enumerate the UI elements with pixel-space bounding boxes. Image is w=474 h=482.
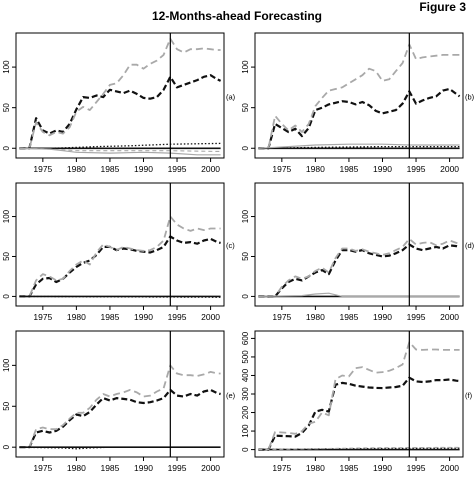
y-tick-label: 50 (241, 251, 250, 260)
y-tick-label: 400 (241, 368, 250, 382)
panel-label: (a) (226, 92, 236, 101)
y-tick-label: 50 (2, 251, 11, 260)
y-tick-label: 50 (2, 103, 11, 112)
y-tick-label: 600 (241, 331, 250, 345)
x-tick-label: 1995 (168, 312, 187, 322)
x-tick-label: 1995 (407, 164, 426, 174)
plot-frame (15, 182, 225, 307)
y-tick-label: 100 (2, 358, 11, 372)
x-tick-label: 1975 (272, 164, 291, 174)
panel-a: 1975 1980 1985 1990 1995 2000 0 50 100 (a) (2, 32, 236, 174)
x-tick-label: 1980 (306, 312, 325, 322)
x-tick-label: 2000 (440, 164, 459, 174)
x-tick-label: 1995 (407, 463, 426, 473)
x-tick-label: 2000 (440, 463, 459, 473)
y-tick-label: 0 (2, 294, 11, 299)
panel-label: (d) (465, 241, 474, 250)
x-tick-label: 1975 (33, 312, 52, 322)
y-tick-label: 100 (2, 209, 11, 223)
series-line-solid-gray (19, 147, 221, 156)
plot-frame (15, 330, 225, 458)
y-tick-label: 100 (241, 209, 250, 223)
x-tick-label: 2000 (201, 312, 220, 322)
series-line-dash-gray-thin (258, 446, 460, 451)
y-tick-label: 0 (241, 294, 250, 299)
series-line-dash-black (19, 74, 222, 150)
x-tick-label: 1990 (373, 312, 392, 322)
series-line-dot-black (258, 145, 460, 149)
y-tick-label: 0 (2, 145, 11, 150)
x-tick-label: 1985 (339, 164, 358, 174)
x-tick-label: 1980 (67, 164, 86, 174)
series-line-dash-gray (19, 37, 221, 150)
x-tick-label: 2000 (201, 463, 220, 473)
y-tick-label: 100 (241, 60, 250, 74)
x-tick-label: 1975 (272, 312, 291, 322)
x-tick-label: 1990 (373, 164, 392, 174)
panel-label: (e) (226, 391, 236, 400)
x-tick-label: 1975 (272, 463, 291, 473)
series-line-dash-gray (258, 341, 460, 451)
y-tick-label: 300 (241, 387, 250, 401)
panel-e: 1975 1980 1985 1990 1995 2000 0 50 100 (e) (2, 330, 236, 473)
y-tick-label: 0 (241, 145, 250, 150)
series-line-dash-black (19, 235, 221, 298)
x-tick-label: 1985 (100, 164, 119, 174)
x-tick-label: 1985 (339, 312, 358, 322)
y-tick-label: 500 (241, 350, 250, 364)
series-line-dash-black (19, 388, 221, 449)
y-tick-label: 100 (2, 60, 11, 74)
x-tick-label: 1990 (373, 463, 392, 473)
x-tick-label: 1985 (339, 463, 358, 473)
x-tick-label: 1975 (33, 463, 52, 473)
y-tick-label: 200 (241, 405, 250, 419)
series-line-dot-black (19, 446, 221, 450)
series-line-dash-black (258, 243, 460, 298)
figure-label: Figure 3 (419, 0, 466, 14)
x-tick-label: 1985 (100, 312, 119, 322)
figure-title: 12-Months-ahead Forecasting (151, 9, 323, 23)
x-tick-label: 1980 (67, 463, 86, 473)
x-tick-label: 1975 (33, 164, 52, 174)
x-tick-label: 1980 (306, 463, 325, 473)
series-line-dash-gray (19, 215, 221, 298)
x-tick-label: 1995 (407, 312, 426, 322)
y-tick-label: 50 (2, 401, 11, 410)
plot-frame (254, 32, 464, 159)
y-tick-label: 100 (241, 424, 250, 438)
panel-b: 1975 1980 1985 1990 1995 2000 0 50 100 (b) (241, 32, 474, 174)
plot-frame (254, 182, 464, 307)
series-line-solid-gray (258, 292, 460, 297)
panel-d: 1975 1980 1985 1990 1995 2000 0 50 100 (d) (241, 182, 474, 322)
y-tick-label: 0 (241, 447, 250, 452)
y-tick-label: 0 (2, 444, 11, 449)
plot-frame (15, 32, 225, 159)
x-tick-label: 2000 (440, 312, 459, 322)
x-tick-label: 1985 (100, 463, 119, 473)
panel-f: 1975 1980 1985 1990 1995 2000 0 100 200 300 400 500… (241, 330, 473, 473)
series-line-dash-gray (258, 238, 460, 298)
series-line-dash-black (258, 376, 460, 451)
x-tick-label: 1995 (168, 463, 187, 473)
x-tick-label: 2000 (201, 164, 220, 174)
series-line-dash-black (258, 87, 461, 150)
y-tick-label: 50 (241, 103, 250, 112)
x-tick-label: 1990 (134, 463, 153, 473)
panel-label: (f) (465, 391, 473, 400)
series-line-dash-gray (19, 364, 221, 449)
panel-label: (c) (226, 241, 235, 250)
x-tick-label: 1980 (306, 164, 325, 174)
panel-label: (b) (465, 92, 474, 101)
x-tick-label: 1995 (168, 164, 187, 174)
x-tick-label: 1980 (67, 312, 86, 322)
x-tick-label: 1990 (134, 312, 153, 322)
panel-c: 1975 1980 1985 1990 1995 2000 0 50 100 (c) (2, 182, 235, 322)
x-tick-label: 1990 (134, 164, 153, 174)
plot-frame (254, 330, 464, 458)
series-line-dash-gray (258, 43, 460, 150)
